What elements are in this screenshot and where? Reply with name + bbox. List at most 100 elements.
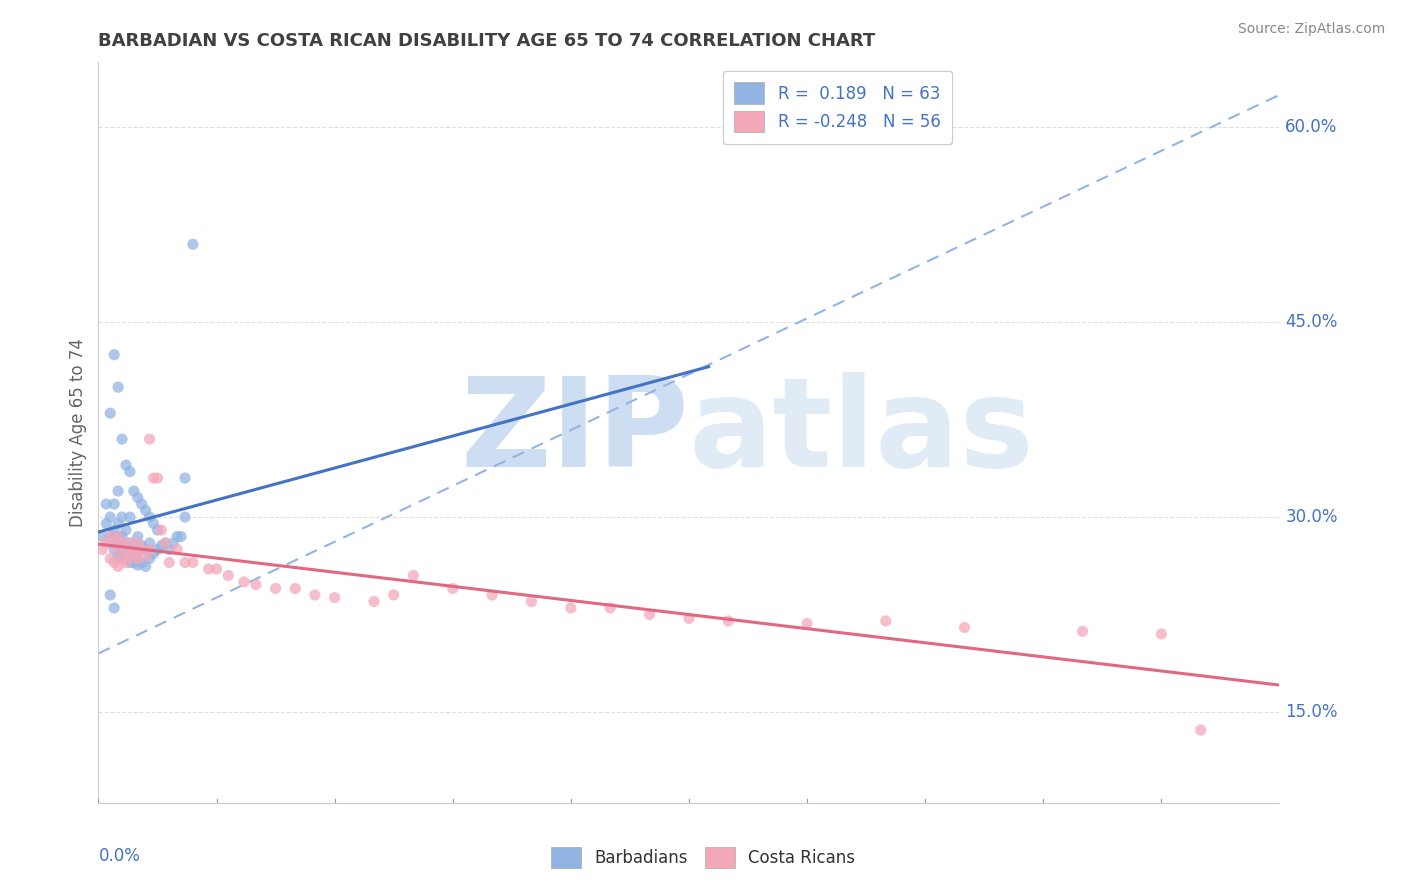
- Point: [103, 542, 125, 557]
- Point: [264, 582, 287, 596]
- Point: [284, 582, 307, 596]
- Point: [131, 556, 153, 570]
- Point: [96, 536, 118, 550]
- Point: [1189, 723, 1212, 737]
- Point: [135, 542, 157, 557]
- Point: [122, 556, 145, 570]
- Point: [304, 588, 326, 602]
- Point: [135, 559, 157, 574]
- Text: BARBADIAN VS COSTA RICAN DISABILITY AGE 65 TO 74 CORRELATION CHART: BARBADIAN VS COSTA RICAN DISABILITY AGE …: [98, 32, 876, 50]
- Point: [131, 542, 153, 557]
- Point: [150, 523, 173, 537]
- Point: [107, 529, 129, 543]
- Point: [245, 577, 267, 591]
- Point: [166, 529, 188, 543]
- Point: [142, 516, 165, 531]
- Point: [560, 601, 582, 615]
- Point: [98, 529, 121, 543]
- Text: 45.0%: 45.0%: [1285, 313, 1337, 331]
- Point: [127, 529, 149, 543]
- Point: [157, 556, 180, 570]
- Point: [127, 558, 149, 573]
- Text: ZIP: ZIP: [460, 372, 689, 493]
- Point: [122, 539, 145, 553]
- Point: [111, 551, 134, 566]
- Point: [1150, 627, 1173, 641]
- Point: [142, 471, 165, 485]
- Point: [162, 536, 184, 550]
- Legend: Barbadians, Costa Ricans: Barbadians, Costa Ricans: [544, 840, 862, 875]
- Point: [138, 432, 160, 446]
- Point: [638, 607, 661, 622]
- Point: [118, 510, 141, 524]
- Point: [103, 523, 125, 537]
- Point: [103, 556, 125, 570]
- Point: [103, 497, 125, 511]
- Point: [363, 594, 385, 608]
- Point: [127, 491, 149, 505]
- Point: [103, 529, 125, 543]
- Point: [118, 536, 141, 550]
- Point: [953, 620, 976, 634]
- Point: [138, 510, 160, 524]
- Point: [115, 542, 138, 557]
- Point: [181, 237, 204, 252]
- Point: [107, 516, 129, 531]
- Point: [107, 529, 129, 543]
- Point: [107, 559, 129, 574]
- Point: [118, 546, 141, 560]
- Point: [107, 484, 129, 499]
- Point: [599, 601, 621, 615]
- Text: 0.0%: 0.0%: [98, 847, 141, 865]
- Point: [382, 588, 405, 602]
- Point: [875, 614, 897, 628]
- Point: [122, 484, 145, 499]
- Point: [146, 542, 169, 557]
- Point: [170, 529, 193, 543]
- Point: [174, 510, 197, 524]
- Point: [174, 471, 197, 485]
- Point: [131, 497, 153, 511]
- Point: [138, 542, 160, 557]
- Point: [98, 529, 121, 543]
- Point: [91, 542, 114, 557]
- Point: [107, 380, 129, 394]
- Point: [441, 582, 464, 596]
- Point: [98, 551, 121, 566]
- Point: [98, 588, 121, 602]
- Point: [181, 556, 204, 570]
- Point: [127, 536, 149, 550]
- Point: [131, 539, 153, 553]
- Point: [142, 546, 165, 560]
- Point: [205, 562, 228, 576]
- Point: [146, 471, 169, 485]
- Point: [115, 523, 138, 537]
- Point: [98, 536, 121, 550]
- Point: [111, 549, 134, 563]
- Point: [96, 497, 118, 511]
- Point: [115, 542, 138, 557]
- Text: Source: ZipAtlas.com: Source: ZipAtlas.com: [1237, 22, 1385, 37]
- Point: [111, 539, 134, 553]
- Point: [103, 348, 125, 362]
- Point: [118, 549, 141, 563]
- Point: [103, 601, 125, 615]
- Point: [111, 536, 134, 550]
- Point: [103, 536, 125, 550]
- Point: [118, 465, 141, 479]
- Point: [96, 516, 118, 531]
- Text: 60.0%: 60.0%: [1285, 119, 1337, 136]
- Point: [217, 568, 239, 582]
- Point: [323, 591, 346, 605]
- Point: [127, 546, 149, 560]
- Point: [127, 551, 149, 566]
- Point: [111, 529, 134, 543]
- Point: [135, 503, 157, 517]
- Point: [138, 551, 160, 566]
- Point: [111, 432, 134, 446]
- Point: [115, 551, 138, 566]
- Text: 15.0%: 15.0%: [1285, 703, 1339, 721]
- Point: [155, 536, 177, 550]
- Text: 30.0%: 30.0%: [1285, 508, 1339, 526]
- Point: [107, 536, 129, 550]
